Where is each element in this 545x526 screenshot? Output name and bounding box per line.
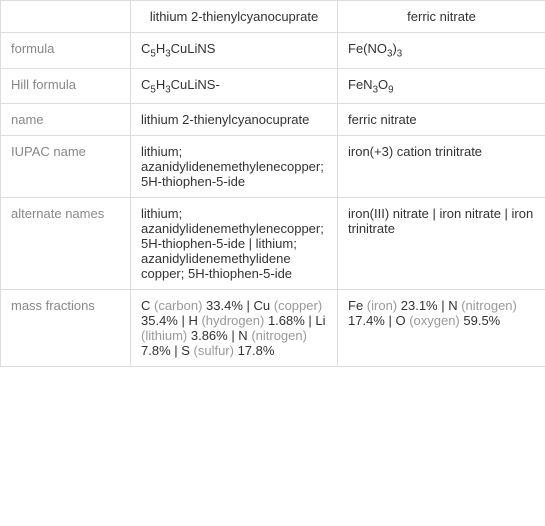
hill-col1: C5H3CuLiNS- [131, 68, 338, 104]
iupac-col2: iron(+3) cation trinitrate [338, 136, 545, 198]
iupac-col1: lithium; azanidylidenemethyleneco​pper; … [131, 136, 338, 198]
name-col2: ferric nitrate [338, 104, 545, 136]
alternate-label: alternate names [1, 198, 131, 290]
name-label: name [1, 104, 131, 136]
iupac-label: IUPAC name [1, 136, 131, 198]
hill-row: Hill formula C5H3CuLiNS- FeN3O9 [1, 68, 545, 104]
hill-label: Hill formula [1, 68, 131, 104]
formula-col2: Fe(NO3)3 [338, 33, 545, 69]
alternate-col1: lithium; azanidylidenemethyleneco​pper; … [131, 198, 338, 290]
chemical-comparison-table: lithium 2-thienylcyanocuprate ferric nit… [0, 0, 545, 367]
hill-col2: FeN3O9 [338, 68, 545, 104]
name-col1: lithium 2-thienylcyanocuprate [131, 104, 338, 136]
formula-label: formula [1, 33, 131, 69]
mass-col2: Fe (iron) 23.1% | N (nitrogen) 17.4% | O… [338, 290, 545, 367]
mass-row: mass fractions C (carbon) 33.4% | Cu (co… [1, 290, 545, 367]
name-row: name lithium 2-thienylcyanocuprate ferri… [1, 104, 545, 136]
mass-label: mass fractions [1, 290, 131, 367]
column-header-2: ferric nitrate [338, 1, 545, 33]
header-row: lithium 2-thienylcyanocuprate ferric nit… [1, 1, 545, 33]
alternate-row: alternate names lithium; azanidylideneme… [1, 198, 545, 290]
column-header-1: lithium 2-thienylcyanocuprate [131, 1, 338, 33]
iupac-row: IUPAC name lithium; azanidylidenemethyle… [1, 136, 545, 198]
alternate-col2: iron(III) nitrate | iron nitrate | iron … [338, 198, 545, 290]
formula-row: formula C5H3CuLiNS Fe(NO3)3 [1, 33, 545, 69]
formula-col1: C5H3CuLiNS [131, 33, 338, 69]
empty-header [1, 1, 131, 33]
mass-col1: C (carbon) 33.4% | Cu (copper) 35.4% | H… [131, 290, 338, 367]
